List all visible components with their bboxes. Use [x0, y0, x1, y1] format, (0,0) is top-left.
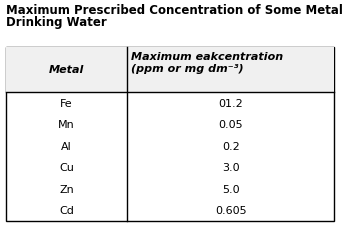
Text: Fe: Fe: [61, 98, 73, 108]
Text: 01.2: 01.2: [218, 98, 243, 108]
Text: Mn: Mn: [58, 120, 75, 130]
Text: Al: Al: [61, 141, 72, 151]
Text: Maximum Prescribed Concentration of Some Metals in: Maximum Prescribed Concentration of Some…: [6, 4, 342, 17]
Bar: [6, 48, 334, 93]
Text: Cu: Cu: [59, 163, 74, 173]
Text: 5.0: 5.0: [222, 184, 239, 194]
Text: 3.0: 3.0: [222, 163, 239, 173]
Text: 0.2: 0.2: [222, 141, 239, 151]
Text: 0.605: 0.605: [215, 205, 247, 215]
Bar: [6, 48, 334, 221]
Text: 0.05: 0.05: [219, 120, 243, 130]
Text: Metal: Metal: [49, 65, 84, 75]
Text: Zn: Zn: [59, 184, 74, 194]
Text: Drinking Water: Drinking Water: [6, 16, 107, 29]
Text: Cd: Cd: [59, 205, 74, 215]
Text: Maximum eakcentration
(ppm or mg dm⁻³): Maximum eakcentration (ppm or mg dm⁻³): [131, 52, 284, 73]
